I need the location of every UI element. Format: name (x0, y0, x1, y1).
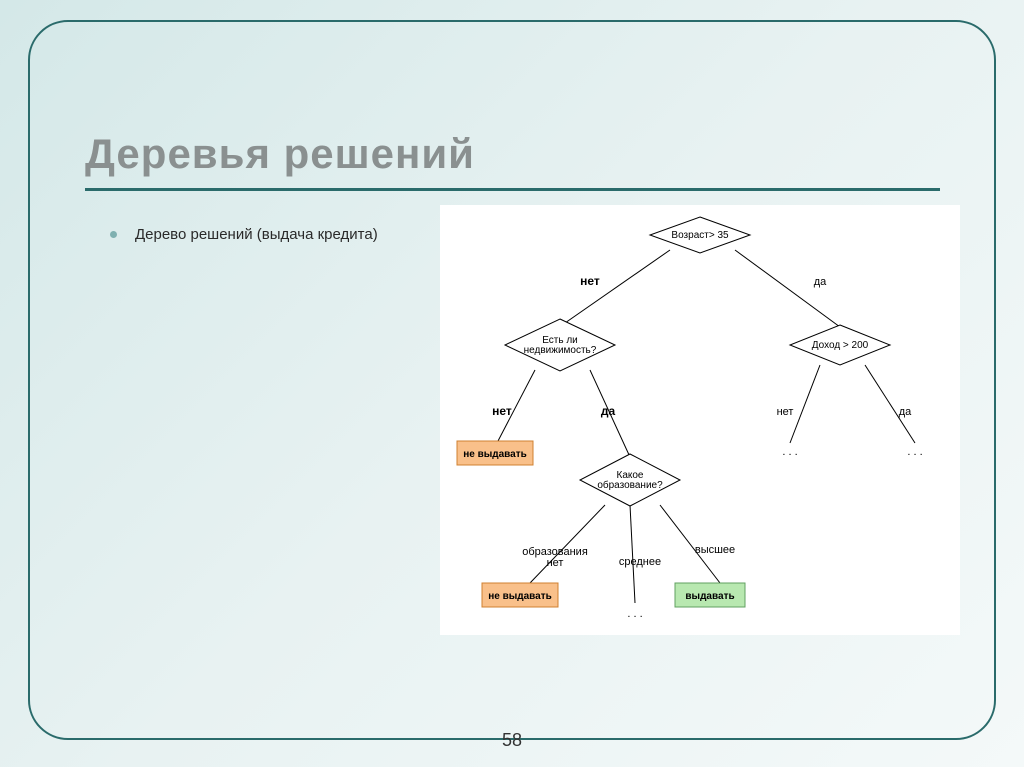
svg-text:среднее: среднее (619, 556, 661, 568)
svg-text:высшее: высшее (695, 544, 735, 556)
svg-text:Доход > 200: Доход > 200 (812, 340, 869, 351)
bullet-icon (110, 231, 117, 238)
svg-text:. . .: . . . (907, 446, 922, 458)
svg-text:не выдавать: не выдавать (488, 591, 552, 602)
svg-text:нет: нет (777, 406, 794, 418)
decision-tree-diagram: нетданетданетдаобразованиянетсреднеевысш… (440, 205, 960, 635)
svg-text:Возраст> 35: Возраст> 35 (671, 230, 729, 241)
svg-text:. . .: . . . (627, 608, 642, 620)
svg-text:нет: нет (492, 404, 512, 418)
svg-text:да: да (601, 404, 616, 418)
tree-svg: нетданетданетдаобразованиянетсреднеевысш… (440, 205, 960, 635)
svg-text:образование?: образование? (597, 479, 663, 491)
svg-text:. . .: . . . (782, 446, 797, 458)
svg-text:да: да (814, 276, 827, 288)
bullet-text: Дерево решений (выдача кредита) (135, 226, 378, 243)
svg-text:да: да (899, 406, 912, 418)
title-underline (85, 188, 940, 191)
svg-text:нет: нет (547, 557, 564, 569)
svg-text:не выдавать: не выдавать (463, 449, 527, 460)
page-number: 58 (502, 730, 522, 751)
slide-title: Деревья решений (85, 130, 475, 178)
bullet-row: Дерево решений (выдача кредита) (110, 226, 378, 243)
svg-text:нет: нет (580, 274, 600, 288)
svg-text:выдавать: выдавать (685, 591, 734, 602)
svg-text:недвижимость?: недвижимость? (524, 345, 597, 356)
